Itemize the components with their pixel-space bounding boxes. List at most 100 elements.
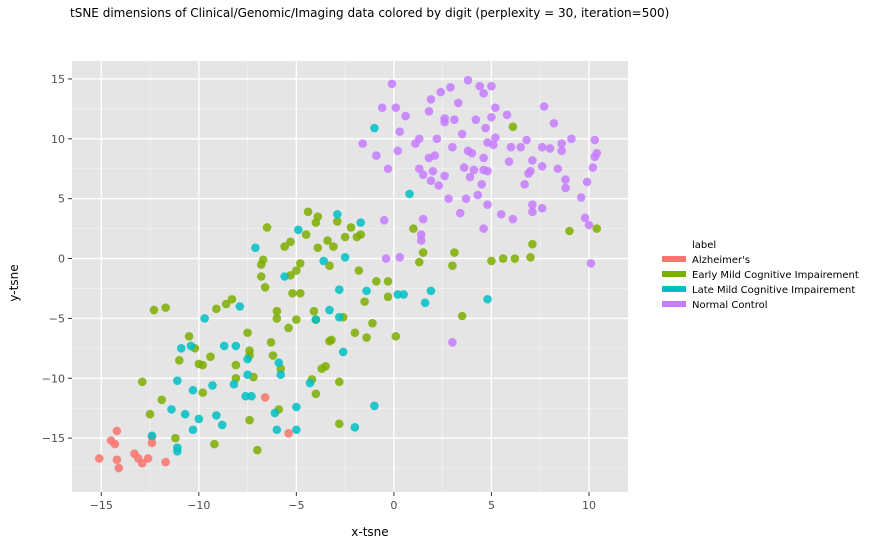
point-late-mild-cognitive-impairement [350, 423, 360, 432]
point-late-mild-cognitive-impairement [426, 286, 436, 296]
point-normal-control [383, 164, 393, 174]
point-early-mild-cognitive-impairement [565, 226, 574, 236]
point-alzheimer-s [114, 463, 124, 473]
point-early-mild-cognitive-impairement [231, 360, 241, 370]
point-alzheimer-s [110, 439, 120, 449]
point-normal-control [428, 166, 438, 176]
point-early-mild-cognitive-impairement [510, 254, 520, 263]
point-late-mild-cognitive-impairement [311, 315, 321, 324]
point-normal-control [483, 166, 492, 176]
point-late-mild-cognitive-impairement [280, 272, 289, 281]
point-normal-control [395, 127, 405, 136]
point-normal-control [553, 164, 563, 174]
point-normal-control [592, 148, 602, 158]
point-normal-control [502, 110, 512, 120]
point-normal-control [461, 194, 471, 203]
point-normal-control [479, 153, 488, 163]
data-points [95, 75, 602, 473]
point-late-mild-cognitive-impairement [292, 425, 301, 435]
legend: label Alzheimer's Early Mild Cognitive Im… [662, 240, 859, 311]
point-normal-control [453, 98, 463, 108]
point-early-mild-cognitive-impairement [280, 242, 289, 251]
point-early-mild-cognitive-impairement [260, 282, 270, 292]
point-late-mild-cognitive-impairement [272, 425, 282, 435]
x-axis-title: x-tsne [351, 525, 388, 539]
point-normal-control [450, 115, 459, 124]
point-late-mild-cognitive-impairement [176, 344, 186, 353]
point-early-mild-cognitive-impairement [383, 292, 393, 302]
y-axis-ticks: −15 −10 −5 0 5 10 15 [42, 73, 72, 445]
point-normal-control [479, 224, 488, 233]
point-normal-control [391, 103, 401, 112]
point-normal-control [520, 180, 529, 189]
point-early-mild-cognitive-impairement [457, 311, 467, 321]
point-late-mild-cognitive-impairement [173, 446, 182, 456]
point-early-mild-cognitive-impairement [227, 294, 237, 304]
point-late-mild-cognitive-impairement [167, 405, 176, 414]
point-late-mild-cognitive-impairement [208, 381, 217, 390]
point-normal-control [580, 213, 590, 223]
point-normal-control [491, 103, 500, 112]
point-normal-control [446, 83, 455, 92]
point-early-mild-cognitive-impairement [409, 224, 418, 233]
point-early-mild-cognitive-impairement [592, 224, 602, 233]
point-late-mild-cognitive-impairement [194, 414, 204, 424]
point-early-mild-cognitive-impairement [157, 395, 167, 405]
x-tick-label: −10 [187, 499, 210, 512]
point-late-mild-cognitive-impairement [217, 420, 227, 430]
point-normal-control [516, 142, 526, 152]
point-early-mild-cognitive-impairement [301, 230, 311, 239]
point-normal-control [489, 140, 498, 150]
point-early-mild-cognitive-impairement [145, 409, 155, 419]
point-early-mild-cognitive-impairement [350, 328, 360, 338]
legend-label-alzheimer-s: Alzheimer's [692, 255, 750, 266]
point-early-mild-cognitive-impairement [321, 361, 330, 371]
point-early-mild-cognitive-impairement [284, 323, 293, 333]
point-normal-control [522, 135, 531, 145]
point-normal-control [567, 134, 576, 144]
point-normal-control [537, 142, 547, 152]
point-late-mild-cognitive-impairement [274, 358, 284, 368]
point-late-mild-cognitive-impairement [333, 209, 342, 219]
point-normal-control [381, 254, 391, 263]
point-late-mild-cognitive-impairement [188, 425, 198, 435]
point-early-mild-cognitive-impairement [212, 304, 221, 314]
point-normal-control [588, 163, 598, 172]
point-early-mild-cognitive-impairement [243, 328, 252, 338]
point-normal-control [481, 123, 490, 133]
point-normal-control [479, 89, 488, 98]
point-early-mild-cognitive-impairement [268, 351, 278, 360]
point-late-mild-cognitive-impairement [338, 347, 348, 357]
point-normal-control [528, 200, 537, 209]
point-normal-control [496, 209, 506, 219]
point-early-mild-cognitive-impairement [383, 276, 393, 286]
point-normal-control [448, 142, 457, 152]
point-early-mild-cognitive-impairement [266, 338, 276, 347]
point-early-mild-cognitive-impairement [346, 223, 356, 232]
point-early-mild-cognitive-impairement [272, 314, 282, 323]
point-normal-control [463, 75, 473, 85]
point-early-mild-cognitive-impairement [292, 266, 301, 275]
point-early-mild-cognitive-impairement [356, 230, 366, 239]
point-normal-control [549, 118, 559, 128]
plot-panel [72, 61, 628, 492]
chart-title: tSNE dimensions of Clinical/Genomic/Imag… [70, 6, 669, 20]
point-early-mild-cognitive-impairement [210, 439, 219, 449]
x-tick-label: 5 [488, 499, 495, 512]
point-normal-control [539, 102, 549, 111]
point-late-mild-cognitive-impairement [180, 409, 190, 419]
legend-key-late-mild-cognitive-impairement [662, 286, 686, 292]
point-normal-control [473, 190, 483, 200]
point-early-mild-cognitive-impairement [498, 254, 508, 263]
point-alzheimer-s [112, 426, 122, 436]
point-late-mild-cognitive-impairement [483, 294, 492, 304]
legend-key-early-mild-cognitive-impairement [662, 271, 686, 277]
x-axis-ticks: −15 −10 −5 0 5 10 [90, 492, 596, 512]
point-normal-control [506, 142, 516, 152]
point-early-mild-cognitive-impairement [325, 261, 334, 271]
y-tick-label: −5 [49, 312, 65, 325]
point-normal-control [469, 165, 479, 175]
point-early-mild-cognitive-impairement [334, 377, 344, 387]
point-late-mild-cognitive-impairement [305, 378, 315, 388]
point-late-mild-cognitive-impairement [147, 431, 157, 441]
